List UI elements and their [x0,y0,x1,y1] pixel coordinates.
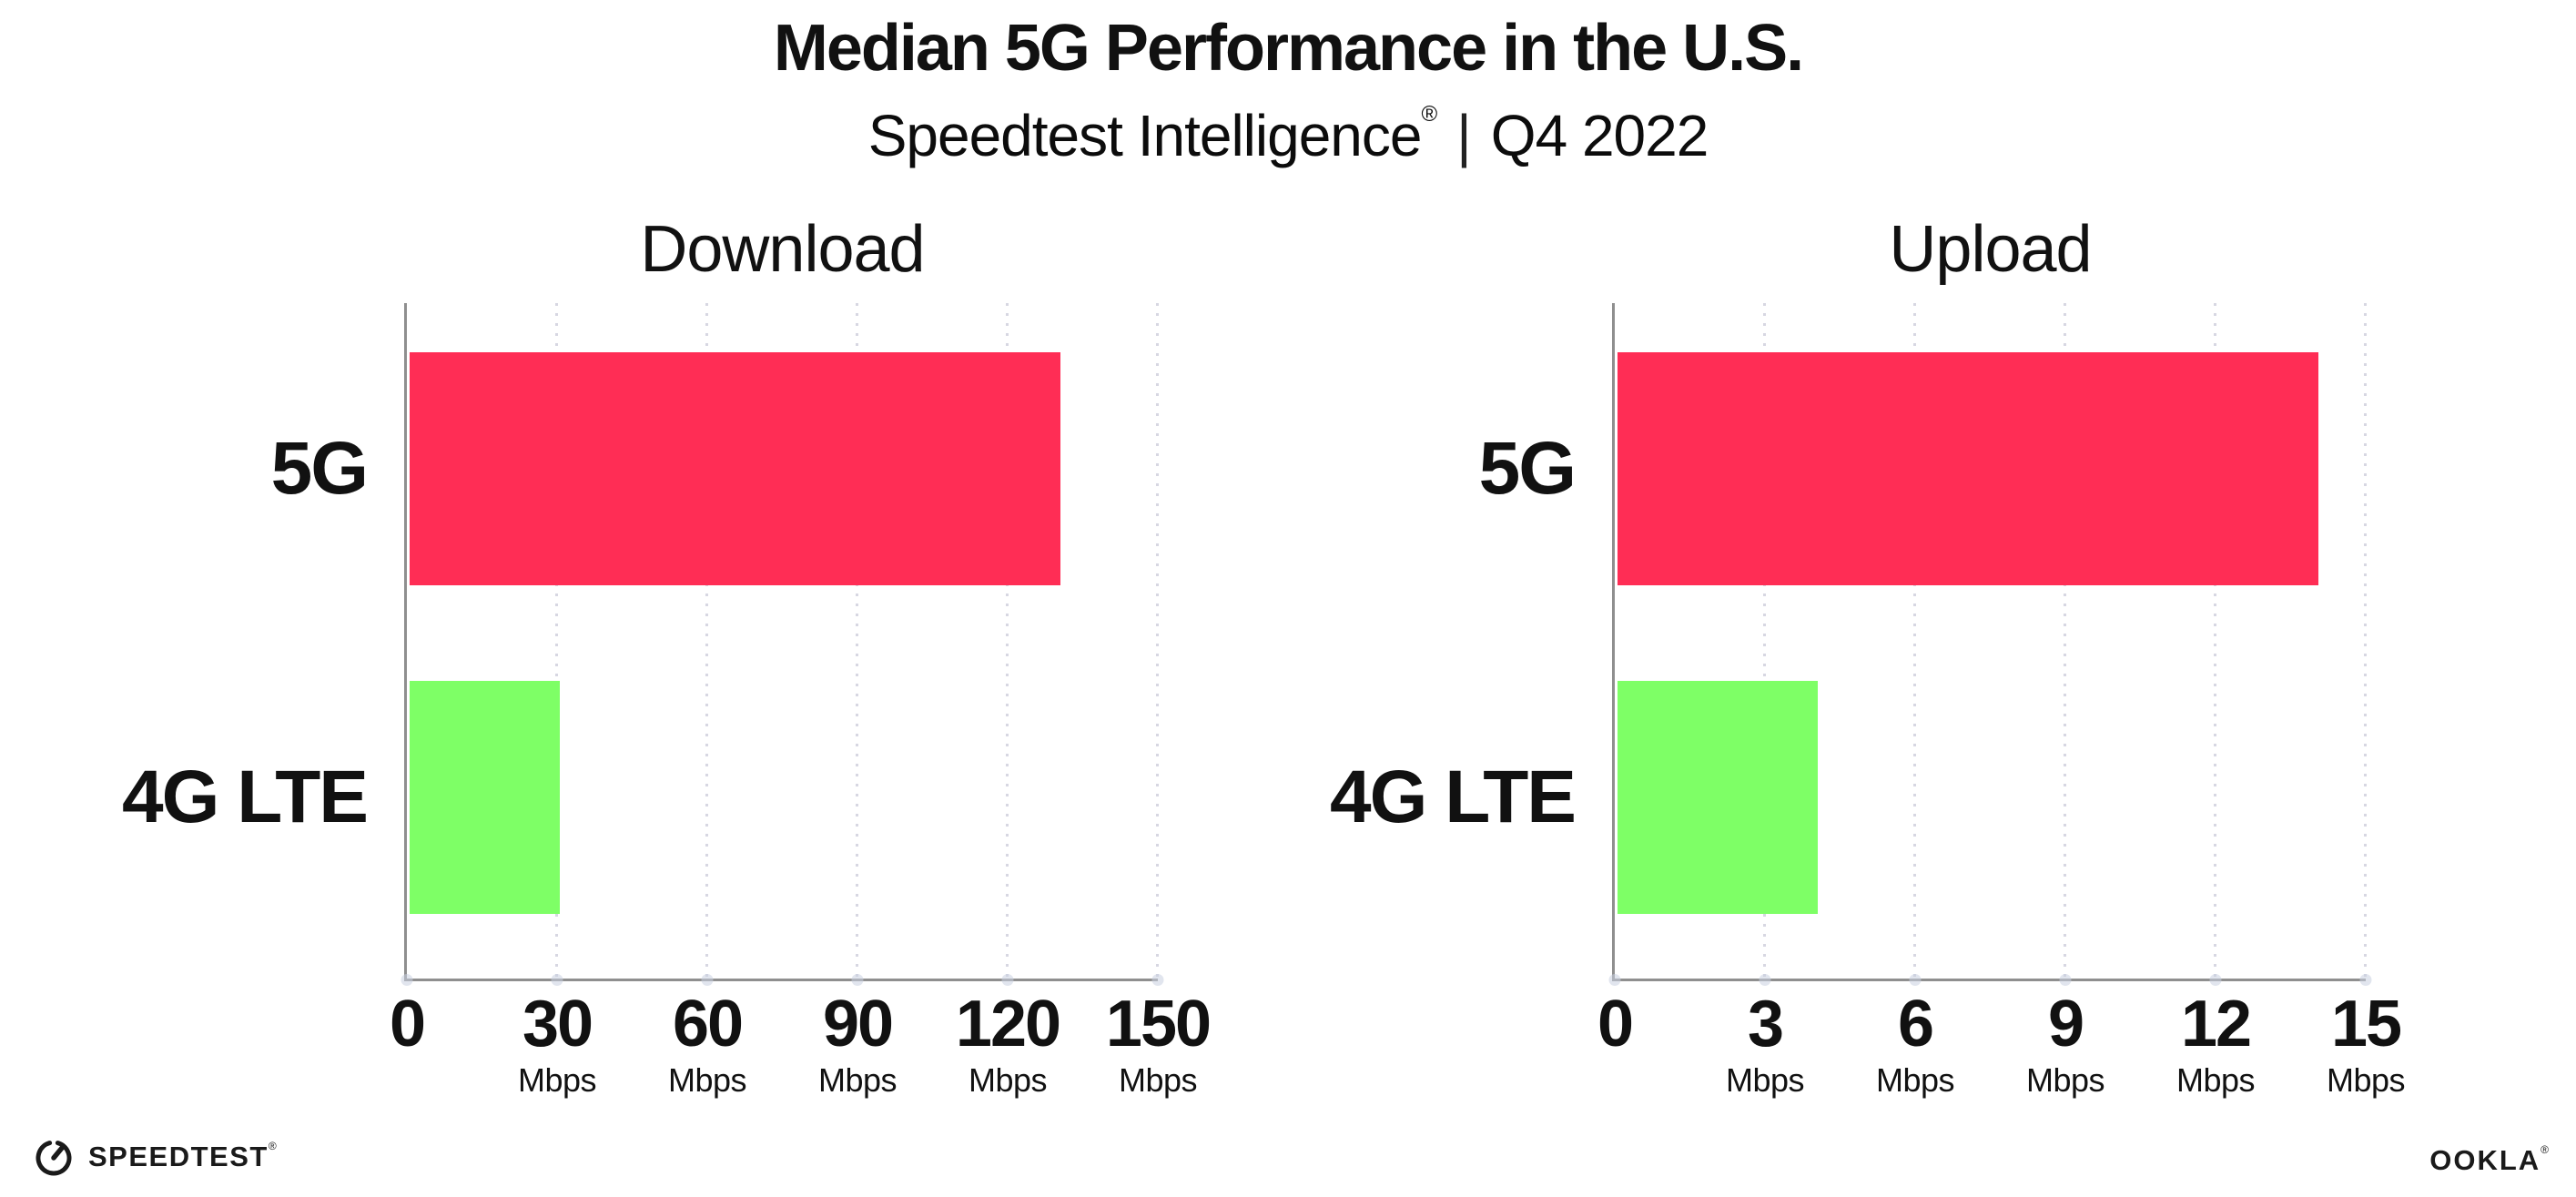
x-tick-value: 90 [822,988,894,1060]
x-tick-value: 0 [389,988,426,1060]
download-bar-5g [410,352,1060,585]
ookla-logo: OOKLA® [2429,1143,2551,1177]
axis-tick-dot [851,974,864,986]
axis-tick-dot [2059,974,2072,986]
x-tick-150: 150 Mbps [1105,988,1212,1099]
subtitle-period: Q4 2022 [1490,103,1709,168]
gridline-6-mbps [1913,303,1916,979]
gridline-90-mbps [856,303,858,979]
upload-bar-5g [1618,352,2318,585]
axis-tick-dot [551,974,563,986]
x-tick-value: 60 [672,988,744,1060]
category-label-4g-lte: 4G LTE [122,756,369,838]
gridline-9-mbps [2064,303,2066,979]
axis-tick-dot [1608,974,1621,986]
x-tick-15: 15 Mbps [2326,988,2406,1099]
x-tick-90: 90 Mbps [817,988,898,1099]
x-tick-12: 12 Mbps [2175,988,2256,1099]
subtitle-separator: | [1456,103,1472,168]
x-tick-0: 0 [1597,988,1634,1060]
page-subtitle: Speedtest Intelligence® | Q4 2022 [0,102,2576,169]
registered-mark-icon: ® [268,1139,279,1152]
x-tick-value: 9 [2047,988,2084,1060]
axis-tick-dot [701,974,714,986]
category-label-4g-lte: 4G LTE [1330,756,1577,838]
x-tick-unit: Mbps [1118,1061,1198,1099]
download-chart-title: Download [640,213,925,286]
registered-mark-icon: ® [1421,102,1437,127]
subtitle-brand: Speedtest Intelligence [867,103,1423,168]
x-tick-value: 0 [1597,988,1634,1060]
x-tick-9: 9 Mbps [2025,988,2105,1099]
axis-tick-dot [1001,974,1014,986]
x-tick-value: 150 [1105,988,1212,1060]
x-tick-value: 15 [2330,988,2402,1060]
category-label-5g: 5G [1478,427,1577,510]
axis-tick-dot [2359,974,2372,986]
gridline-150-mbps [1156,303,1159,979]
x-tick-unit: Mbps [1725,1061,1805,1099]
category-label-5g: 5G [270,427,369,510]
page-title: Median 5G Performance in the U.S. [773,12,1804,85]
x-tick-unit: Mbps [968,1061,1048,1099]
x-tick-unit: Mbps [667,1061,747,1099]
x-tick-value: 120 [955,988,1061,1060]
gridline-15-mbps [2364,303,2367,979]
speedtest-logo: SPEEDTEST® [32,1134,278,1178]
axis-tick-dot [1909,974,1922,986]
x-tick-value: 30 [522,988,593,1060]
gridline-30-mbps [555,303,558,979]
x-tick-value: 3 [1747,988,1784,1060]
axis-tick-dot [1151,974,1164,986]
upload-bar-4g-lte [1618,681,1818,914]
download-chart-plot-area: Download 5G 4G LTE 0 30 Mbps 60 Mbps 90 Mbps 12… [122,213,1212,1097]
download-bar-4g-lte [410,681,560,914]
x-tick-unit: Mbps [2175,1061,2256,1099]
x-tick-30: 30 Mbps [517,988,597,1099]
x-tick-3: 3 Mbps [1725,988,1805,1099]
registered-mark-icon: ® [2541,1143,2551,1156]
gridline-60-mbps [705,303,708,979]
x-tick-unit: Mbps [2326,1061,2406,1099]
gridline-3-mbps [1763,303,1766,979]
x-tick-value: 6 [1897,988,1934,1060]
axis-tick-dot [2209,974,2222,986]
upload-chart-plot-area: Upload 5G 4G LTE 0 3 Mbps 6 Mbps 9 Mbps 12 Mbps 1… [1330,213,2405,1097]
x-tick-0: 0 [389,988,426,1060]
x-tick-unit: Mbps [517,1061,597,1099]
axis-tick-dot [1759,974,1771,986]
axis-tick-dot [401,974,413,986]
gridline-12-mbps [2214,303,2216,979]
speedtest-logo-text: SPEEDTEST® [88,1139,279,1172]
x-tick-unit: Mbps [1875,1061,1955,1099]
speedtest-gauge-icon [35,1141,72,1176]
upload-chart-title: Upload [1889,213,2092,286]
x-tick-60: 60 Mbps [667,988,747,1099]
x-tick-value: 12 [2180,988,2252,1060]
x-tick-unit: Mbps [817,1061,898,1099]
x-tick-unit: Mbps [2025,1061,2105,1099]
ookla-logo-text: OOKLA [2429,1144,2541,1176]
gridline-120-mbps [1006,303,1009,979]
x-tick-120: 120 Mbps [955,988,1061,1099]
x-tick-6: 6 Mbps [1875,988,1955,1099]
